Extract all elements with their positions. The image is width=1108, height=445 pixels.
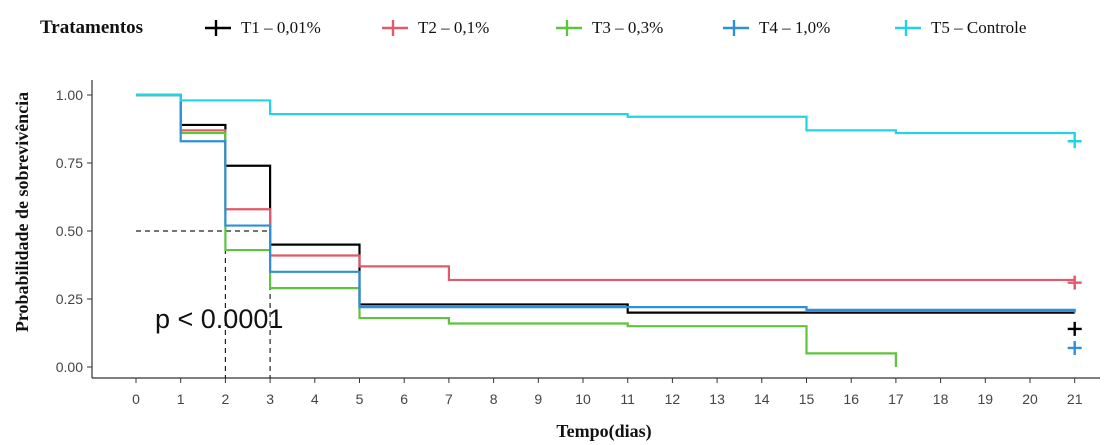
x-tick-label: 11 [620, 391, 635, 407]
x-tick-label: 19 [978, 391, 994, 407]
x-tick-label: 18 [933, 391, 949, 407]
legend-key-t5 [895, 20, 921, 36]
x-tick-label: 15 [799, 391, 815, 407]
series-line-t5 [136, 93, 1076, 136]
censor-mark-t1 [1067, 321, 1082, 336]
legend-key-t1 [205, 20, 231, 36]
x-tick-label: 3 [266, 391, 274, 407]
legend-label-t2: T2 – 0,1% [418, 18, 489, 37]
legend-key-t3 [556, 20, 582, 36]
x-tick-label: 9 [534, 391, 542, 407]
y-tick-label: 0.00 [56, 359, 83, 375]
y-tick-label: 0.25 [56, 291, 83, 307]
x-tick-label: 7 [445, 391, 453, 407]
legend-key-t4 [723, 20, 749, 36]
legend: Tratamentos T1 – 0,01% T2 – 0,1% T3 – 0,3%… [40, 17, 1026, 38]
x-tick-label: 10 [575, 391, 591, 407]
legend-key-t2 [382, 20, 408, 36]
p-value-annotation: p < 0.0001 [155, 304, 283, 334]
x-tick-label: 4 [311, 391, 319, 407]
x-tick-label: 0 [132, 391, 140, 407]
legend-label-t3: T3 – 0,3% [592, 18, 663, 37]
x-tick-label: 13 [709, 391, 725, 407]
x-tick-label: 20 [1022, 391, 1038, 407]
legend-label-t5: T5 – Controle [931, 18, 1026, 37]
legend-title: Tratamentos [40, 17, 143, 38]
y-axis-title: Probabilidade de sobrevivência [12, 92, 32, 332]
x-tick-label: 2 [222, 391, 230, 407]
legend-label-t4: T4 – 1,0% [759, 18, 830, 37]
x-tick-label: 8 [490, 391, 498, 407]
censor-mark-t2 [1067, 275, 1082, 290]
series-line-t1 [136, 93, 1075, 314]
legend-label-t1: T1 – 0,01% [241, 18, 321, 37]
x-tick-label: 14 [754, 391, 770, 407]
x-tick-label: 17 [888, 391, 904, 407]
x-tick-label: 1 [177, 391, 185, 407]
x-tick-label: 6 [400, 391, 408, 407]
x-axis-title: Tempo(dias) [556, 421, 651, 442]
x-tick-label: 5 [356, 391, 364, 407]
y-tick-label: 1.00 [56, 87, 83, 103]
series-line-t3 [136, 93, 897, 367]
series-line-t2 [136, 93, 1075, 282]
x-tick-label: 16 [843, 391, 859, 407]
series-line-t4 [136, 93, 1076, 313]
y-tick-label: 0.75 [56, 155, 83, 171]
x-tick-label: 21 [1067, 391, 1083, 407]
censor-mark-t5 [1067, 134, 1082, 149]
censor-mark-t4 [1067, 340, 1082, 355]
y-tick-label: 0.50 [56, 223, 83, 239]
x-tick-label: 12 [665, 391, 681, 407]
